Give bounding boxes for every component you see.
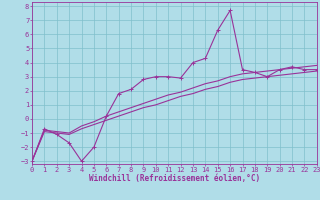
- X-axis label: Windchill (Refroidissement éolien,°C): Windchill (Refroidissement éolien,°C): [89, 174, 260, 183]
